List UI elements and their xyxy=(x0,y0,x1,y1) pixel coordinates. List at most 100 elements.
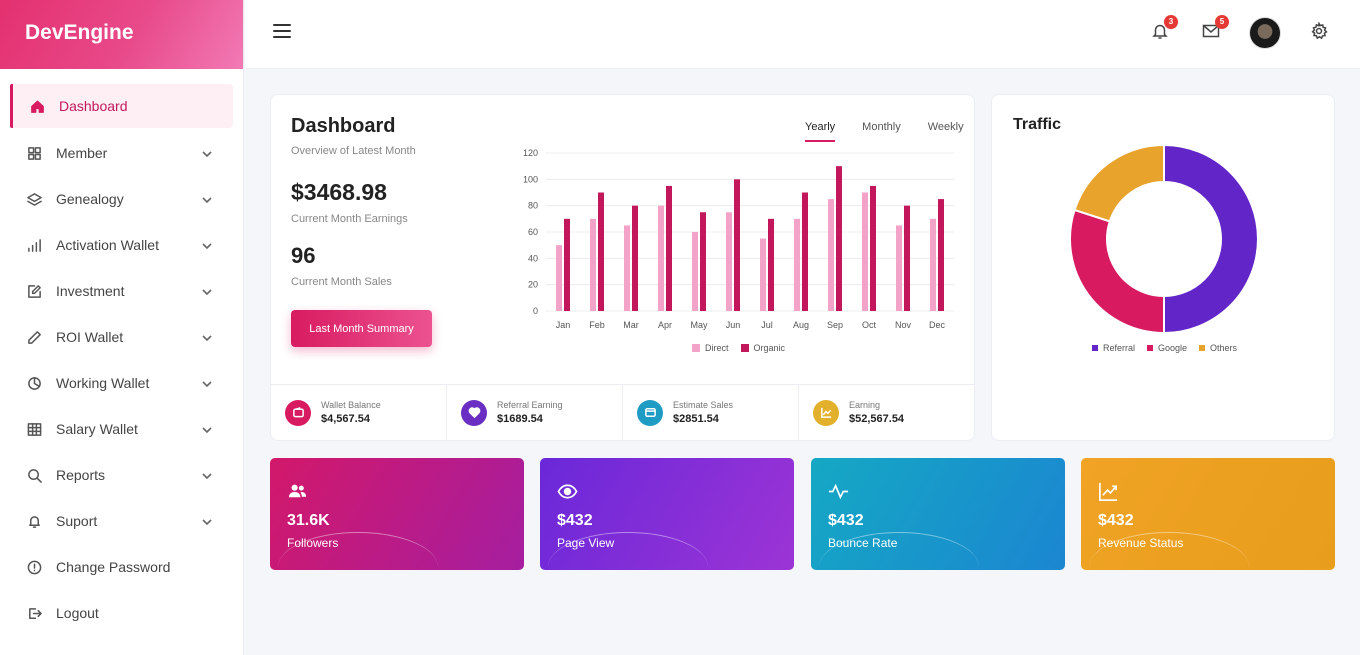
settings-button[interactable] xyxy=(1310,21,1330,42)
page-subtitle: Overview of Latest Month xyxy=(291,145,416,157)
chevron-down-icon[interactable] xyxy=(201,331,213,343)
tile-followers[interactable]: 31.6K Followers xyxy=(270,458,524,570)
bar-direct[interactable] xyxy=(692,232,698,311)
bar-direct[interactable] xyxy=(556,245,562,311)
layers-icon xyxy=(27,192,42,207)
bar-organic[interactable] xyxy=(700,212,706,311)
sidebar-item-investment[interactable]: Investment xyxy=(0,268,243,314)
sidebar-item-activation-wallet[interactable]: Activation Wallet xyxy=(0,222,243,268)
sidebar-item-label: Genealogy xyxy=(56,191,124,207)
stat-referral-earning: Referral Earning $1689.54 xyxy=(447,385,623,440)
sidebar-item-reports[interactable]: Reports xyxy=(0,452,243,498)
bar-organic[interactable] xyxy=(802,192,808,312)
bar-direct[interactable] xyxy=(726,212,732,311)
y-tick-label: 120 xyxy=(523,148,538,158)
current-earnings-value: $3468.98 xyxy=(291,179,387,205)
chevron-down-icon[interactable] xyxy=(201,377,213,389)
sidebar-item-working-wallet[interactable]: Working Wallet xyxy=(0,360,243,406)
chevron-down-icon[interactable] xyxy=(201,285,213,297)
sidebar-nav: Dashboard Member Genealogy Activation Wa… xyxy=(0,69,243,636)
decorative-arc xyxy=(548,532,708,570)
chevron-down-icon[interactable] xyxy=(201,193,213,205)
bar-organic[interactable] xyxy=(938,199,944,311)
tile-bounce-rate[interactable]: $432 Bounce Rate xyxy=(811,458,1065,570)
sidebar-item-label: ROI Wallet xyxy=(56,329,124,345)
messages-button[interactable]: 5 xyxy=(1202,15,1229,42)
slice-referral[interactable] xyxy=(1163,143,1259,335)
sidebar-item-salary-wallet[interactable]: Salary Wallet xyxy=(0,406,243,452)
bar-organic[interactable] xyxy=(734,179,740,311)
bar-direct[interactable] xyxy=(862,192,868,312)
tile-value: $432 xyxy=(557,512,593,529)
sidebar-item-member[interactable]: Member xyxy=(0,130,243,176)
stats-row: Wallet Balance $4,567.54 Referral Earning… xyxy=(271,384,974,440)
slice-google[interactable] xyxy=(1069,208,1165,335)
sidebar-item-roi-wallet[interactable]: ROI Wallet xyxy=(0,314,243,360)
slice-others[interactable] xyxy=(1073,143,1165,223)
sidebar-item-label: Dashboard xyxy=(59,98,128,114)
current-earnings-label: Current Month Earnings xyxy=(291,213,408,225)
notifications-button[interactable]: 3 xyxy=(1151,15,1178,42)
logout-icon xyxy=(27,606,42,621)
x-tick-label: Dec xyxy=(929,320,946,330)
bar-direct[interactable] xyxy=(896,225,902,311)
bar-organic[interactable] xyxy=(598,192,604,312)
sidebar-item-label: Activation Wallet xyxy=(56,237,159,253)
bar-chart-icon xyxy=(27,238,42,253)
page-title: Dashboard xyxy=(291,115,396,137)
sidebar-item-genealogy[interactable]: Genealogy xyxy=(0,176,243,222)
avatar[interactable] xyxy=(1249,17,1281,49)
stat-estimate-sales: Estimate Sales $2851.54 xyxy=(623,385,799,440)
bar-direct[interactable] xyxy=(590,218,596,311)
bar-direct[interactable] xyxy=(624,225,630,311)
traffic-donut-chart xyxy=(1069,143,1259,335)
dashboard-card: Dashboard Overview of Latest Month $3468… xyxy=(270,94,975,441)
bar-organic[interactable] xyxy=(836,166,842,311)
sidebar-item-suport[interactable]: Suport xyxy=(0,498,243,544)
sidebar-item-dashboard[interactable]: Dashboard xyxy=(10,84,233,128)
chevron-down-icon[interactable] xyxy=(201,239,213,251)
bar-organic[interactable] xyxy=(904,205,910,311)
bar-organic[interactable] xyxy=(632,205,638,311)
bar-direct[interactable] xyxy=(828,199,834,311)
bar-organic[interactable] xyxy=(666,185,672,311)
top-bar: 3 5 xyxy=(245,0,1360,69)
tab-monthly[interactable]: Monthly xyxy=(862,121,901,133)
sidebar-item-label: Investment xyxy=(56,283,125,299)
tab-yearly[interactable]: Yearly xyxy=(805,121,836,142)
bar-organic[interactable] xyxy=(768,218,774,311)
sidebar-item-change-password[interactable]: Change Password xyxy=(0,544,243,590)
chevron-down-icon[interactable] xyxy=(201,147,213,159)
notification-badge: 3 xyxy=(1164,15,1178,29)
y-tick-label: 40 xyxy=(528,253,538,263)
edit-icon xyxy=(27,284,42,299)
x-tick-label: Nov xyxy=(895,320,912,330)
tab-weekly[interactable]: Weekly xyxy=(927,121,964,133)
bar-direct[interactable] xyxy=(658,205,664,311)
activity-icon xyxy=(828,481,850,501)
chevron-down-icon[interactable] xyxy=(201,423,213,435)
last-month-summary-button[interactable]: Last Month Summary xyxy=(291,310,432,347)
y-tick-label: 60 xyxy=(528,227,538,237)
y-tick-label: 80 xyxy=(528,201,538,211)
bar-direct[interactable] xyxy=(794,218,800,311)
bar-direct[interactable] xyxy=(760,238,766,311)
sidebar-item-logout[interactable]: Logout xyxy=(0,590,243,636)
stat-value: $1689.54 xyxy=(497,413,543,425)
tile-revenue-status[interactable]: $432 Revenue Status xyxy=(1081,458,1335,570)
x-tick-label: Mar xyxy=(623,320,639,330)
tile-page-view[interactable]: $432 Page View xyxy=(540,458,794,570)
x-tick-label: Jan xyxy=(556,320,571,330)
search-icon xyxy=(27,468,42,483)
bar-direct[interactable] xyxy=(930,218,936,311)
stat-value: $2851.54 xyxy=(673,413,719,425)
brand-logo[interactable]: DevEngine xyxy=(0,0,243,69)
tile-value: $432 xyxy=(828,512,864,529)
eye-icon xyxy=(557,481,579,501)
menu-toggle-icon[interactable] xyxy=(273,24,291,40)
bar-organic[interactable] xyxy=(870,185,876,311)
bar-organic[interactable] xyxy=(564,218,570,311)
chevron-down-icon[interactable] xyxy=(201,515,213,527)
legend-item-direct: Direct xyxy=(692,343,729,353)
chevron-down-icon[interactable] xyxy=(201,469,213,481)
